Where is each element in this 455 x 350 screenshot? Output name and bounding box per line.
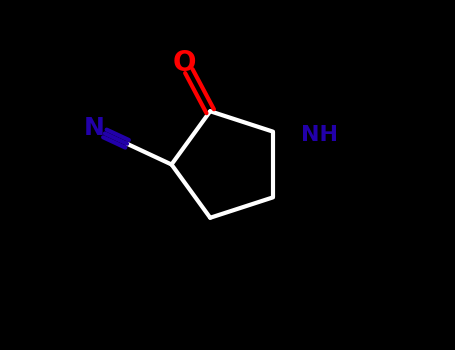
- Text: NH: NH: [301, 125, 338, 145]
- Text: O: O: [173, 49, 197, 77]
- Text: N: N: [83, 116, 104, 140]
